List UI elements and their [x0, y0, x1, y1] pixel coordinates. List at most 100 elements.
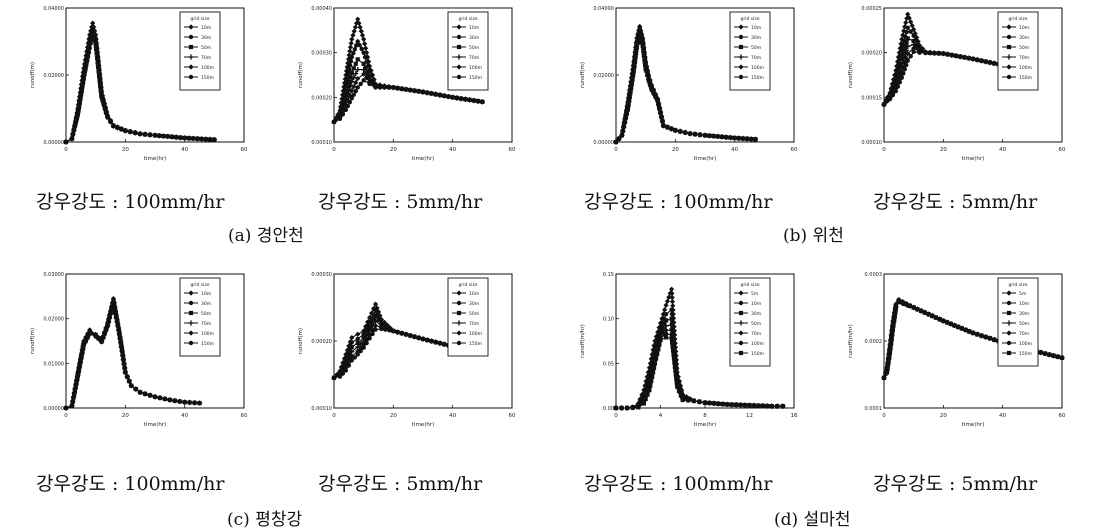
series-marker: [691, 398, 696, 403]
x-tick-label: 20: [940, 413, 947, 419]
series-marker: [899, 75, 904, 80]
legend-marker: [1006, 64, 1012, 70]
series-marker: [377, 85, 383, 90]
series-marker: [983, 59, 988, 64]
series-marker: [970, 330, 976, 336]
series-marker: [346, 71, 351, 76]
series-marker: [331, 119, 337, 125]
series-marker: [635, 41, 640, 46]
series-marker: [212, 137, 217, 142]
series-marker: [905, 36, 910, 41]
series-marker: [683, 130, 688, 135]
legend-marker: [188, 320, 194, 326]
series-marker: [891, 323, 896, 328]
series-marker: [903, 19, 909, 26]
legend-box: [447, 277, 489, 357]
y-tick-label: 0.00000: [43, 140, 64, 146]
legend-entry: 10m: [751, 301, 761, 307]
series-marker: [911, 305, 916, 310]
series-marker: [337, 374, 343, 379]
series-marker: [663, 335, 669, 340]
series-marker: [732, 135, 737, 141]
legend-entry: 5m: [751, 291, 758, 297]
series-marker: [949, 52, 955, 58]
series-marker: [906, 303, 911, 308]
subtitle-c: (c) 평창강: [227, 510, 303, 530]
series-marker: [625, 107, 631, 113]
series-marker: [628, 86, 634, 91]
y-axis-label: runoff(m): [848, 62, 854, 88]
series-marker: [702, 400, 708, 405]
y-tick-label: 0.10: [603, 317, 614, 323]
legend-entry: 150m: [1019, 75, 1032, 81]
x-tick-label: 8: [703, 413, 707, 419]
x-tick-label: 0: [614, 147, 618, 153]
series-marker: [433, 92, 438, 97]
series-marker: [631, 69, 636, 74]
chart-b-100: 0 20 40 60 0.00000 0.02000 0.04000 time(hr) runo…: [572, 2, 812, 162]
series-marker: [125, 374, 130, 379]
series-marker: [937, 317, 942, 322]
series-marker: [669, 286, 675, 292]
series-marker: [178, 135, 183, 140]
series-marker: [362, 54, 368, 60]
series-line: [65, 301, 200, 409]
series-marker: [387, 328, 392, 333]
series-marker: [340, 371, 346, 376]
y-axis-label: runoff(m): [298, 62, 304, 88]
series-marker: [643, 67, 648, 73]
series-marker: [399, 86, 405, 91]
series-marker: [644, 73, 650, 78]
series-marker: [355, 39, 360, 44]
series-marker: [959, 326, 964, 331]
series-marker: [1038, 350, 1043, 355]
series-marker: [890, 92, 896, 98]
series-marker: [673, 368, 678, 373]
x-tick-label: 0: [64, 413, 68, 419]
series-marker: [893, 88, 899, 94]
series-marker: [711, 401, 716, 406]
series-marker: [429, 91, 434, 96]
series-marker: [669, 311, 675, 317]
legend-marker: [738, 320, 744, 326]
legend-entry: 50m: [751, 45, 761, 51]
legend-marker: [456, 340, 462, 346]
series-marker: [85, 335, 90, 340]
series-marker: [1059, 355, 1065, 360]
y-axis-label: runoff(m): [298, 328, 304, 354]
series-marker: [905, 25, 910, 30]
series-marker: [890, 332, 895, 337]
series-70m: [331, 318, 468, 381]
series-marker: [650, 370, 656, 375]
series-marker: [652, 350, 658, 355]
series-marker: [633, 55, 638, 60]
legend-entry: 50m: [1019, 321, 1029, 327]
series-marker: [908, 29, 913, 34]
series-marker: [408, 333, 413, 338]
series-marker: [80, 80, 86, 85]
legend-marker: [456, 320, 462, 326]
series-marker: [399, 331, 405, 336]
series-line: [333, 320, 465, 379]
series-marker: [437, 92, 443, 98]
series-marker: [106, 319, 111, 325]
series-marker: [358, 81, 363, 87]
series-marker: [346, 363, 352, 368]
series-marker: [373, 85, 378, 90]
series-50m: [331, 314, 467, 380]
legend-marker: [456, 34, 462, 40]
legend-marker: [738, 350, 744, 356]
x-tick-label: 16: [791, 413, 798, 419]
series-marker: [692, 131, 698, 137]
legend-marker: [188, 24, 194, 30]
series-marker: [458, 96, 464, 101]
series-marker: [364, 337, 370, 343]
legend-entry: 70m: [469, 55, 479, 61]
legend-entry: 10m: [469, 291, 479, 297]
series-marker: [364, 50, 370, 56]
legend-marker: [188, 34, 194, 40]
series-marker: [915, 307, 920, 312]
x-tick-label: 40: [181, 413, 188, 419]
series-marker: [79, 88, 85, 93]
series-marker: [96, 73, 102, 79]
